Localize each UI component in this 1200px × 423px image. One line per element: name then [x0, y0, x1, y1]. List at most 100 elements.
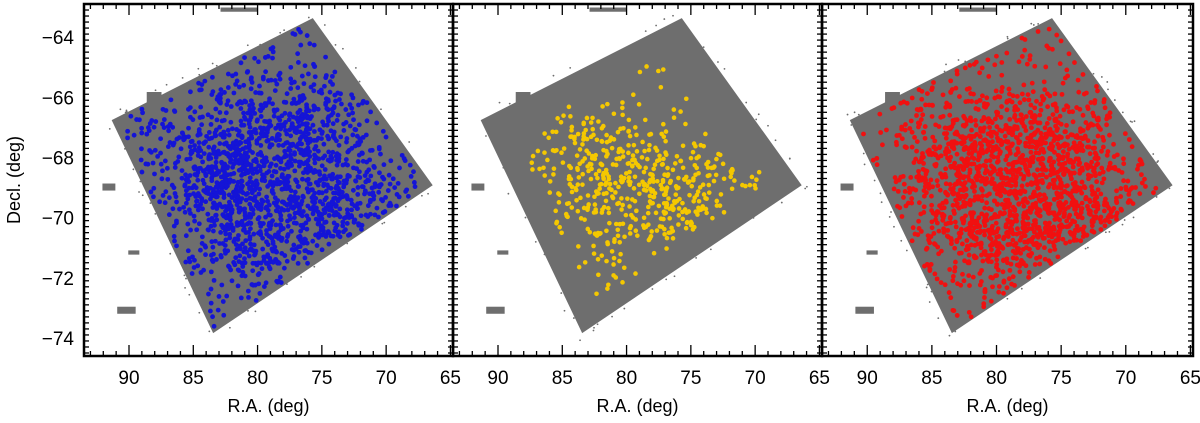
data-point [139, 106, 145, 112]
data-point [1067, 159, 1073, 165]
data-point [980, 93, 985, 99]
data-point [243, 238, 249, 244]
data-point [335, 229, 341, 235]
data-point [942, 282, 948, 288]
data-point [240, 171, 246, 177]
x-tick-label: 75 [680, 368, 701, 389]
data-point [274, 234, 280, 240]
data-point [1100, 169, 1106, 175]
data-point [1075, 228, 1081, 233]
data-point [895, 188, 901, 194]
data-point [596, 272, 601, 278]
data-point [967, 62, 973, 68]
data-point [904, 145, 909, 150]
data-point [1102, 223, 1108, 229]
data-point [599, 253, 605, 258]
data-point [364, 100, 370, 106]
data-point [139, 169, 145, 175]
data-point [577, 161, 583, 167]
data-point [556, 200, 562, 205]
data-point [231, 90, 237, 96]
data-point [201, 168, 207, 174]
background-point [1100, 76, 1103, 78]
data-point [1003, 224, 1009, 230]
data-point [927, 240, 933, 246]
data-point [213, 213, 219, 218]
data-point [935, 155, 941, 161]
data-point [247, 234, 253, 240]
data-point [899, 126, 905, 132]
data-point [729, 166, 735, 172]
background-point [752, 216, 755, 219]
background-point [655, 24, 658, 27]
data-point [324, 122, 330, 128]
data-point [288, 133, 294, 139]
data-point [1042, 125, 1048, 131]
data-point [300, 176, 305, 182]
data-point [272, 156, 277, 162]
data-point [1026, 97, 1032, 103]
background-point [954, 330, 957, 333]
data-point [350, 132, 356, 138]
data-point [1007, 168, 1013, 174]
y-tick-label: −66 [42, 88, 74, 109]
background-point [596, 323, 599, 326]
data-point [969, 184, 975, 190]
data-point [983, 158, 989, 164]
data-point [309, 195, 315, 201]
data-point [290, 124, 296, 129]
data-point [1137, 191, 1143, 197]
data-point [308, 250, 314, 256]
data-point [186, 125, 191, 131]
data-point [547, 190, 553, 195]
data-point [200, 206, 205, 212]
background-point [890, 211, 892, 213]
data-point [916, 168, 921, 174]
data-point [1093, 215, 1099, 221]
background-point [780, 201, 783, 204]
data-point [943, 221, 949, 227]
data-point [371, 193, 377, 199]
data-point [335, 174, 340, 180]
data-point [943, 104, 949, 110]
data-point [292, 32, 298, 37]
data-point [340, 219, 346, 225]
data-point [615, 233, 621, 239]
data-point [680, 200, 685, 206]
data-point [1010, 237, 1016, 243]
data-point [265, 54, 271, 59]
data-point [683, 96, 689, 102]
x-tick-label: 65 [809, 368, 830, 389]
data-point [263, 205, 269, 211]
data-point [352, 127, 358, 132]
data-point [987, 171, 993, 177]
x-tick-label: 65 [1180, 368, 1200, 389]
data-point [1044, 121, 1050, 126]
data-point [617, 156, 622, 162]
background-point [246, 44, 249, 47]
data-point [939, 205, 944, 211]
data-point [1015, 159, 1020, 165]
data-point [288, 86, 294, 91]
data-point [1048, 162, 1054, 168]
data-point [188, 89, 193, 95]
data-point [639, 155, 645, 160]
data-point [311, 42, 317, 48]
data-point [161, 125, 167, 130]
data-point [670, 167, 676, 173]
data-point [1104, 113, 1110, 119]
data-point [1046, 239, 1052, 245]
data-point [1071, 188, 1077, 194]
data-point [893, 179, 899, 185]
background-point [208, 330, 211, 333]
data-point [1032, 63, 1038, 69]
data-point [584, 115, 590, 121]
data-point [1052, 177, 1057, 183]
data-point [697, 185, 703, 190]
data-point [330, 134, 336, 139]
data-point [1052, 116, 1058, 122]
background-point [644, 30, 647, 33]
data-point [908, 118, 914, 124]
data-point [1056, 210, 1062, 216]
data-point [688, 155, 694, 161]
